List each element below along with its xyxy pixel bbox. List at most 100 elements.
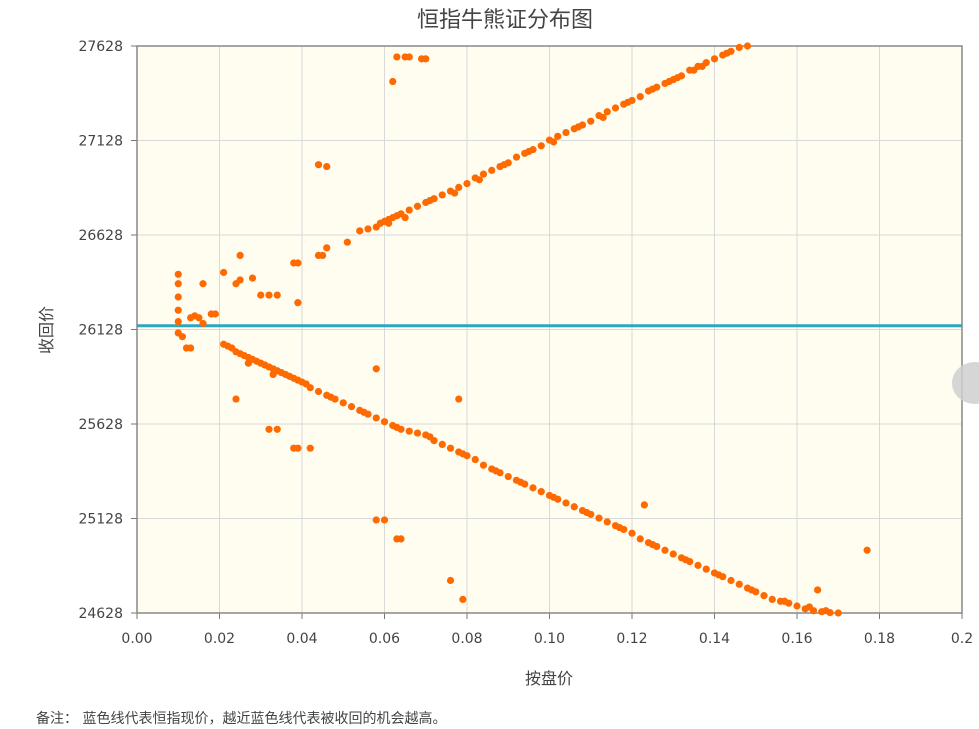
scatter-point [364, 225, 372, 233]
scatter-point [479, 170, 488, 178]
scatter-point [698, 62, 706, 71]
scatter-point [834, 609, 842, 617]
scatter-point [636, 93, 644, 101]
scatter-point [244, 359, 252, 367]
y-axis-ticks: 24628 25128 25628 26128 26628 27128 27628 [78, 39, 137, 622]
scatter-point [595, 514, 603, 522]
scatter-point [863, 546, 871, 554]
scatter-point [401, 214, 409, 222]
scatter-point [628, 529, 636, 537]
x-axis-label: 按盘价 [525, 669, 573, 688]
y-axis-label: 收回价 [37, 306, 56, 354]
scatter-point [413, 429, 422, 437]
scatter-point [294, 299, 302, 307]
scatter-point [504, 472, 512, 481]
scatter-point [273, 291, 281, 299]
scatter-point [294, 259, 302, 267]
scatter-point [529, 484, 537, 492]
scatter-point [455, 183, 463, 191]
scatter-point [554, 132, 562, 140]
scatter-point [574, 123, 582, 131]
scatter-point [314, 161, 323, 169]
scatter-point [463, 179, 471, 188]
chart-note: 备注： 蓝色线代表恒指现价，越近蓝色线代表被收回的机会越高。 [36, 711, 447, 727]
scatter-point [294, 444, 302, 452]
scatter-points [174, 42, 871, 617]
scatter-point [426, 197, 434, 205]
x-tick-label: 0.12 [616, 631, 647, 647]
scatter-point [500, 161, 508, 169]
scatter-point [471, 455, 479, 464]
scatter-point [694, 561, 702, 569]
scatter-point [397, 535, 405, 543]
scatter-point [323, 244, 331, 252]
scatter-point [550, 138, 558, 146]
scatter-point [661, 546, 669, 554]
scatter-point [537, 488, 545, 496]
scatter-point [232, 395, 240, 403]
scatter-point [649, 85, 657, 93]
scatter-point [603, 108, 611, 116]
scatter-point [562, 128, 570, 137]
scatter-point [459, 450, 467, 458]
scatter-point [743, 42, 752, 50]
y-tick-label: 26128 [78, 323, 123, 339]
scatter-point [690, 66, 698, 74]
x-axis-ticks: 0.00 0.02 0.04 0.06 0.08 0.10 0.12 0.14 0.16 0.18… [121, 613, 973, 647]
scatter-point [814, 586, 822, 594]
scatter-point [479, 461, 488, 469]
scatter-point [174, 280, 182, 288]
scatter-point [236, 251, 244, 260]
scatter-point [211, 310, 219, 318]
scatter-point [174, 317, 182, 326]
scatter-point [748, 586, 756, 594]
scatter-point [314, 387, 323, 396]
scatter-point [735, 580, 743, 588]
scatter-point [636, 535, 644, 543]
scatter-point [265, 425, 273, 433]
scatter-point [426, 433, 434, 441]
scatter-point [269, 370, 277, 379]
scatter-point [603, 518, 611, 526]
scatter-point [673, 74, 681, 82]
scatter-point [599, 113, 607, 122]
scatter-point [587, 117, 595, 125]
scatter-point [624, 98, 632, 106]
x-tick-label: 0.04 [286, 631, 317, 647]
scatter-point [455, 395, 463, 403]
y-tick-label: 26628 [78, 228, 123, 244]
scatter-point [562, 499, 570, 507]
scatter-point [319, 251, 327, 260]
scatter-point [413, 202, 422, 210]
scatter-point [669, 550, 677, 558]
scatter-point [389, 77, 397, 86]
scatter-point [174, 270, 182, 278]
scatter-point [727, 576, 735, 585]
scatter-point [583, 508, 591, 517]
scatter-point [735, 43, 743, 52]
scatter-point [405, 427, 413, 435]
scatter-point [174, 306, 182, 314]
scatter-point [446, 576, 455, 585]
scatter-point [537, 142, 545, 150]
scatter-point [356, 227, 364, 235]
scatter-point [327, 393, 335, 401]
scatter-point [347, 403, 356, 411]
scatter-point [220, 268, 228, 277]
scatter-point [236, 276, 244, 284]
scatter-point [665, 77, 673, 86]
x-tick-label: 0.18 [864, 631, 895, 647]
scatter-point [372, 516, 380, 524]
scatter-point [422, 55, 430, 63]
scatter-point [488, 166, 496, 174]
scatter-point [187, 344, 195, 352]
plot-border [136, 45, 963, 614]
scatter-point [174, 293, 182, 301]
scatter-point [805, 603, 813, 611]
scatter-point [360, 408, 368, 416]
scatter-point [525, 147, 533, 156]
scatter-point [265, 291, 273, 299]
scatter-point [438, 440, 446, 449]
scatter-point [451, 189, 459, 197]
